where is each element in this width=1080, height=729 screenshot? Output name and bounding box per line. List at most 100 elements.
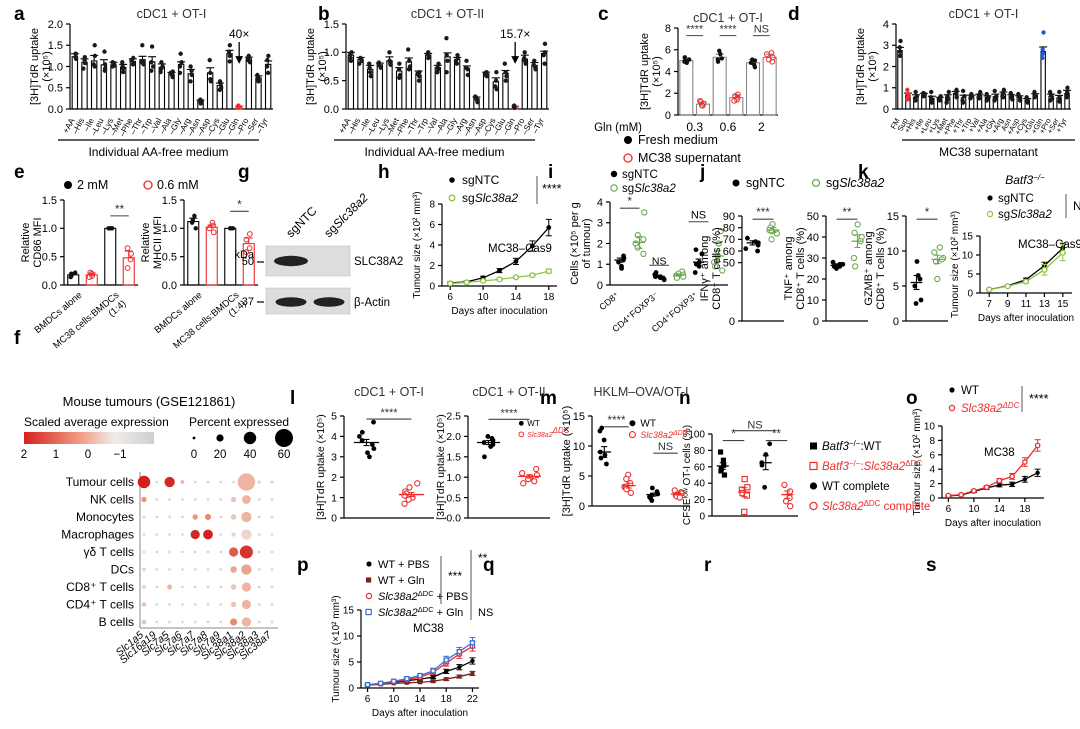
svg-text:15: 15 <box>962 232 974 243</box>
svg-text:1.5: 1.5 <box>446 451 461 463</box>
svg-text:WT: WT <box>640 419 656 430</box>
svg-text:2: 2 <box>429 261 435 272</box>
svg-text:NS: NS <box>1073 199 1080 213</box>
svg-text:DCs: DCs <box>111 563 134 577</box>
svg-text:20: 20 <box>694 495 706 506</box>
svg-text:****: **** <box>542 182 562 196</box>
svg-text:*: * <box>925 207 930 219</box>
svg-text:Relative: Relative <box>20 223 32 263</box>
svg-text:sgSlc38a2: sgSlc38a2 <box>826 176 884 190</box>
svg-text:0: 0 <box>429 282 435 293</box>
svg-text:4: 4 <box>883 19 889 31</box>
svg-text:2.0: 2.0 <box>446 431 461 443</box>
svg-text:sgNTC: sgNTC <box>622 169 658 181</box>
svg-text:0.5: 0.5 <box>48 83 63 95</box>
svg-text:3: 3 <box>883 40 889 52</box>
svg-text:6: 6 <box>365 694 371 705</box>
svg-text:10: 10 <box>343 632 355 643</box>
svg-text:[3H]TdR uptake (×10⁵): [3H]TdR uptake (×10⁵) <box>315 414 327 520</box>
svg-text:Relative: Relative <box>140 223 152 263</box>
svg-text:60: 60 <box>694 462 706 473</box>
svg-text:cDC1 + OT-II: cDC1 + OT-II <box>411 7 484 21</box>
svg-text:Slc38a2ΔDC + Gln: Slc38a2ΔDC + Gln <box>378 605 463 620</box>
svg-text:5: 5 <box>348 658 354 669</box>
svg-text:4: 4 <box>331 431 337 443</box>
svg-text:0: 0 <box>331 513 337 525</box>
svg-text:0: 0 <box>893 316 899 328</box>
svg-text:1.5: 1.5 <box>42 195 57 207</box>
svg-text:2 mM: 2 mM <box>77 178 108 192</box>
svg-text:40: 40 <box>244 449 257 461</box>
svg-text:****: **** <box>1029 392 1049 406</box>
svg-text:β-Actin: β-Actin <box>354 297 390 309</box>
svg-text:Monocytes: Monocytes <box>76 510 134 524</box>
svg-text:22: 22 <box>467 694 479 705</box>
svg-text:sgNTC: sgNTC <box>462 173 500 187</box>
svg-text:0: 0 <box>85 449 91 461</box>
svg-text:**: ** <box>843 207 852 219</box>
svg-text:50: 50 <box>242 256 254 268</box>
svg-text:7: 7 <box>986 299 992 310</box>
svg-text:4: 4 <box>597 197 603 209</box>
svg-text:(×10⁵): (×10⁵) <box>651 56 663 87</box>
svg-text:60: 60 <box>723 246 735 258</box>
svg-text:(×10⁵): (×10⁵) <box>867 51 879 82</box>
svg-text:sgSlc38a2: sgSlc38a2 <box>321 190 371 240</box>
svg-text:2.5: 2.5 <box>446 411 461 423</box>
svg-text:40×: 40× <box>229 27 249 41</box>
svg-text:WT + Gln: WT + Gln <box>378 575 425 587</box>
svg-text:NS: NS <box>658 441 673 453</box>
svg-text:NS: NS <box>747 420 762 432</box>
svg-text:0: 0 <box>665 110 671 122</box>
svg-text:MC38: MC38 <box>413 623 444 635</box>
svg-text:[3H]TdR uptake (×10⁵): [3H]TdR uptake (×10⁵) <box>561 406 573 517</box>
svg-text:cDC1 + OT-I: cDC1 + OT-I <box>354 385 424 399</box>
svg-text:4: 4 <box>429 241 435 252</box>
svg-text:CD8⁺ T cells: CD8⁺ T cells <box>66 580 134 594</box>
svg-text:****: **** <box>719 24 737 36</box>
svg-text:2.0: 2.0 <box>48 19 63 31</box>
svg-text:Mouse tumours (GSE121861): Mouse tumours (GSE121861) <box>63 394 236 409</box>
svg-text:sgNTC: sgNTC <box>283 204 320 241</box>
svg-text:Batf3−/−: Batf3−/− <box>1005 173 1045 188</box>
svg-text:Fresh medium: Fresh medium <box>638 133 718 147</box>
svg-text:30: 30 <box>807 253 819 265</box>
svg-text:WT complete: WT complete <box>822 481 890 493</box>
svg-text:NS: NS <box>691 210 706 222</box>
svg-text:0: 0 <box>579 501 585 513</box>
svg-text:4: 4 <box>665 66 671 78</box>
svg-text:***: *** <box>756 207 770 219</box>
svg-text:8: 8 <box>429 200 435 211</box>
svg-text:80: 80 <box>694 446 706 457</box>
svg-text:18: 18 <box>543 292 555 303</box>
svg-text:γδ T cells: γδ T cells <box>84 545 134 559</box>
svg-text:3: 3 <box>597 218 603 230</box>
svg-text:MC38 cells:BMDCs: MC38 cells:BMDCs <box>171 290 241 352</box>
svg-text:Slc38a2ΔDC: Slc38a2ΔDC <box>961 401 1020 416</box>
svg-text:10: 10 <box>388 694 400 705</box>
svg-text:CD8⁺ T cells (%): CD8⁺ T cells (%) <box>711 227 723 309</box>
svg-text:14: 14 <box>510 292 522 303</box>
svg-text:10: 10 <box>962 251 974 262</box>
svg-text:cDC1 + OT-II: cDC1 + OT-II <box>472 385 545 399</box>
svg-text:5: 5 <box>967 270 973 281</box>
svg-text:0: 0 <box>883 104 889 116</box>
svg-text:[3H]TdR uptake: [3H]TdR uptake <box>639 33 651 110</box>
svg-text:sgNTC: sgNTC <box>998 193 1034 205</box>
svg-text:20: 20 <box>807 274 819 286</box>
svg-text:[3H]TdR uptake (×10⁵): [3H]TdR uptake (×10⁵) <box>435 414 447 520</box>
svg-text:WT + PBS: WT + PBS <box>378 559 429 571</box>
svg-text:Slc38a2ΔDC: Slc38a2ΔDC <box>640 430 688 441</box>
svg-text:15: 15 <box>573 411 585 423</box>
svg-text:(×10⁵): (×10⁵) <box>41 51 53 82</box>
svg-text:Macrophages: Macrophages <box>61 528 134 542</box>
svg-text:****: **** <box>380 407 398 419</box>
svg-text:Batf3−/−:Slc38a2ΔDC: Batf3−/−:Slc38a2ΔDC <box>822 459 922 474</box>
svg-text:50: 50 <box>807 211 819 223</box>
svg-text:Individual AA-free medium: Individual AA-free medium <box>88 145 228 159</box>
svg-text:WT: WT <box>527 419 540 428</box>
svg-text:70: 70 <box>723 234 735 246</box>
svg-text:Individual AA-free medium: Individual AA-free medium <box>364 145 504 159</box>
svg-text:60: 60 <box>278 449 291 461</box>
svg-text:0.0: 0.0 <box>48 104 63 116</box>
